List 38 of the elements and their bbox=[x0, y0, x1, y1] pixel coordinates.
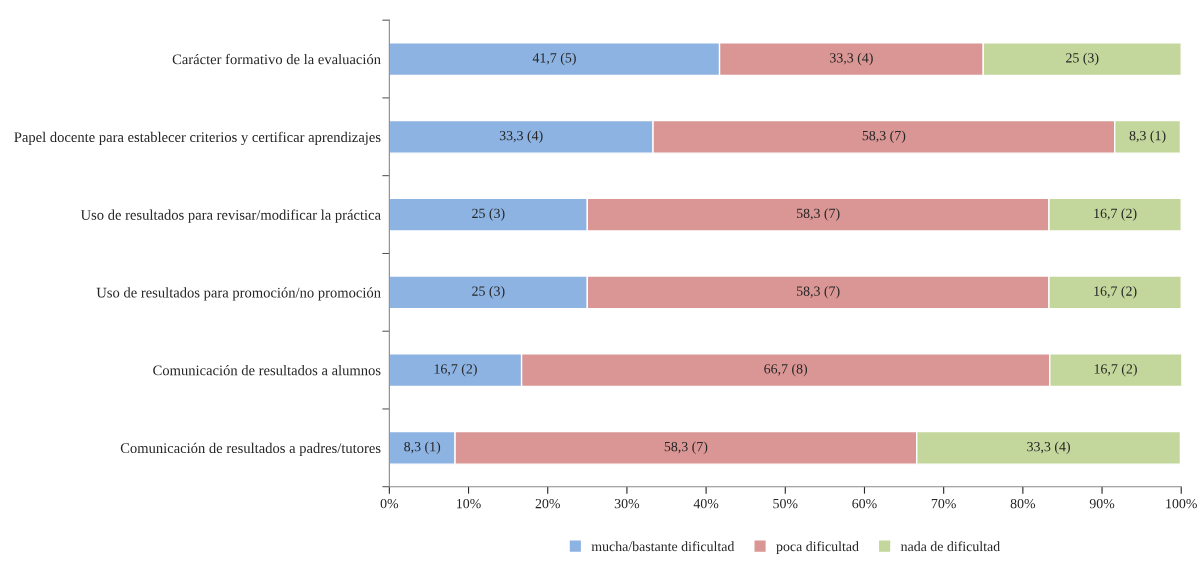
x-tick-label: 90% bbox=[1089, 498, 1115, 509]
data-label: 25 (3) bbox=[472, 286, 505, 299]
data-label: 16,7 (2) bbox=[1094, 208, 1137, 221]
x-tick-label: 60% bbox=[852, 498, 877, 509]
x-tick-label: 100% bbox=[1166, 498, 1197, 509]
data-label: 8,3 (1) bbox=[1129, 130, 1166, 144]
data-label: 16,7 (2) bbox=[434, 363, 477, 377]
data-label: 58,3 (7) bbox=[796, 208, 840, 221]
x-tick-label: 50% bbox=[773, 498, 798, 509]
legend-label: nada de dificultad bbox=[900, 541, 1000, 552]
data-label: 66,7 (8) bbox=[764, 363, 808, 377]
data-label: 58,3 (7) bbox=[796, 286, 840, 299]
y-tick-label: Comunicación de resultados a alumnos bbox=[153, 365, 381, 376]
legend-label: mucha/bastante dificultad bbox=[591, 541, 735, 552]
y-tick-label: Papel docente para establecer criterios y certificar aprendizajes bbox=[14, 131, 381, 146]
data-label: 16,7 (2) bbox=[1094, 286, 1137, 299]
y-tick-label: Comunicación de resultados a padres/tutores bbox=[120, 442, 381, 457]
x-tick-label: 30% bbox=[614, 498, 640, 509]
x-tick-label: 0% bbox=[380, 498, 399, 509]
legend-label: poca dificultad bbox=[776, 541, 859, 554]
data-label: 25 (3) bbox=[1066, 52, 1099, 66]
x-tick-label: 10% bbox=[457, 498, 481, 509]
data-label: 41,7 (5) bbox=[532, 52, 576, 66]
x-tick-label: 80% bbox=[1010, 498, 1036, 509]
data-label: 33,3 (4) bbox=[1027, 441, 1070, 455]
x-tick-label: 70% bbox=[931, 498, 956, 509]
y-tick-label: Uso de resultados para revisar/modificar la práctica bbox=[80, 209, 381, 223]
y-tick-label: Uso de resultados para promoción/no promoción bbox=[96, 287, 381, 301]
data-label: 58,3 (7) bbox=[664, 441, 708, 455]
data-label: 33,3 (4) bbox=[499, 130, 543, 144]
data-label: 8,3 (1) bbox=[404, 441, 441, 455]
data-label: 58,3 (7) bbox=[862, 130, 906, 144]
data-label: 33,3 (4) bbox=[830, 52, 873, 66]
data-label: 16,7 (2) bbox=[1094, 363, 1137, 377]
y-tick-label: Carácter formativo de la evaluación bbox=[172, 53, 381, 65]
x-tick-label: 40% bbox=[693, 498, 719, 509]
data-label: 25 (3) bbox=[472, 208, 505, 221]
x-tick-label: 20% bbox=[535, 498, 560, 509]
